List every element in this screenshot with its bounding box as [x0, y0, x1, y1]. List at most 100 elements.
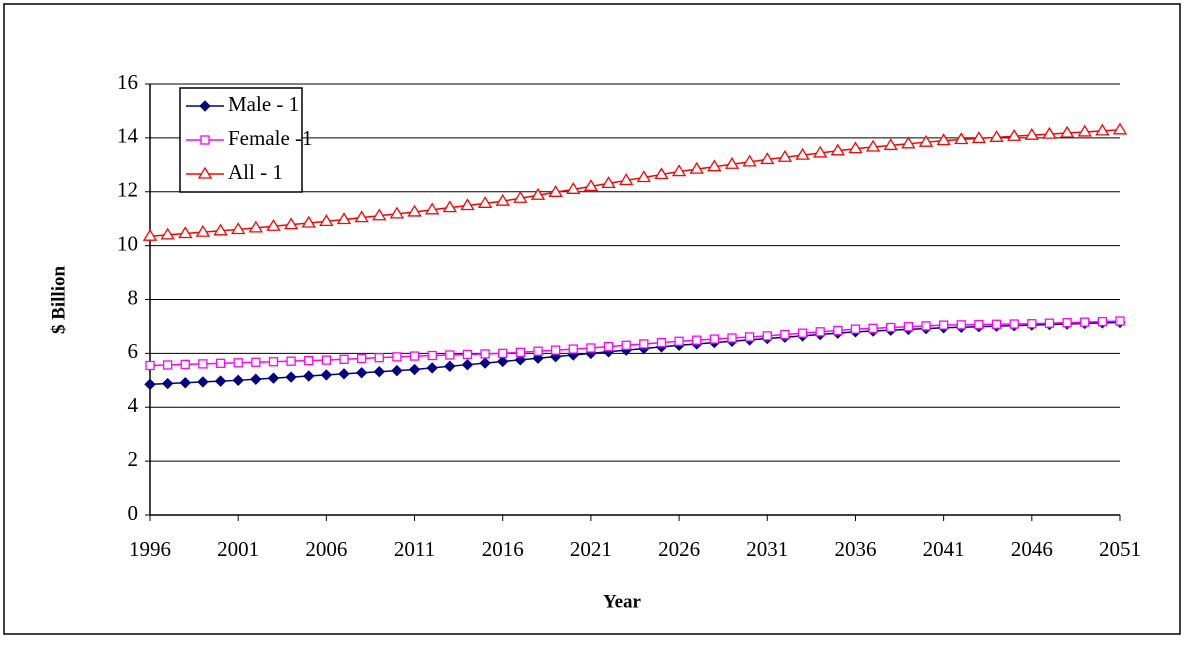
x-tick-label: 2001	[217, 537, 259, 561]
marker	[319, 214, 334, 227]
marker	[1095, 123, 1110, 136]
marker	[639, 339, 649, 349]
marker	[444, 360, 456, 373]
marker	[742, 154, 757, 167]
marker	[815, 327, 825, 337]
marker	[161, 377, 174, 390]
marker	[1115, 316, 1125, 326]
y-tick-label: 10	[117, 231, 138, 255]
y-tick-label: 16	[117, 70, 138, 94]
marker	[513, 190, 528, 203]
marker	[250, 373, 262, 385]
marker	[762, 331, 772, 341]
marker	[830, 143, 845, 156]
legend-marker	[197, 166, 213, 179]
marker	[586, 343, 596, 353]
marker	[407, 204, 422, 217]
marker	[374, 353, 384, 363]
marker	[445, 350, 455, 360]
marker	[707, 159, 722, 172]
marker	[636, 170, 651, 183]
marker	[1077, 124, 1092, 137]
marker	[248, 220, 263, 233]
x-axis-label: Year	[603, 591, 642, 612]
marker	[1062, 318, 1072, 328]
marker	[179, 377, 191, 389]
marker	[198, 359, 208, 369]
marker	[1112, 122, 1128, 135]
marker	[283, 217, 299, 230]
marker	[1024, 127, 1039, 140]
marker	[971, 131, 987, 144]
marker	[355, 367, 368, 379]
marker	[442, 200, 457, 213]
marker	[461, 358, 474, 371]
marker	[286, 356, 296, 366]
marker	[780, 329, 790, 340]
marker	[195, 224, 211, 237]
marker	[214, 375, 227, 387]
legend-marker	[199, 100, 211, 112]
legend-label: Female -1	[228, 126, 313, 150]
marker	[689, 161, 704, 174]
x-tick-label: 2046	[1011, 537, 1053, 561]
marker	[795, 147, 810, 160]
marker	[162, 360, 173, 370]
marker	[497, 355, 509, 368]
y-axis-label: $ Billion	[48, 266, 69, 335]
marker	[654, 167, 669, 180]
marker	[865, 139, 881, 152]
marker	[409, 351, 420, 361]
marker	[304, 355, 314, 366]
marker	[1027, 319, 1037, 329]
y-tick-label: 0	[128, 501, 139, 525]
marker	[1097, 316, 1108, 327]
y-tick-label: 2	[128, 447, 139, 471]
marker	[1007, 128, 1022, 141]
marker	[373, 365, 385, 378]
x-tick-label: 2011	[394, 537, 435, 561]
marker	[603, 341, 614, 352]
marker	[918, 134, 934, 147]
x-tick-label: 2031	[746, 537, 788, 561]
marker	[267, 372, 280, 384]
y-tick-label: 4	[128, 393, 139, 417]
marker	[515, 347, 526, 357]
marker	[301, 215, 316, 228]
x-tick-label: 2006	[305, 537, 347, 561]
marker	[233, 358, 243, 368]
marker	[724, 157, 740, 169]
marker	[372, 208, 387, 221]
marker	[339, 354, 349, 364]
marker	[460, 198, 475, 211]
marker	[656, 337, 667, 348]
marker	[692, 335, 702, 345]
marker	[936, 133, 951, 146]
marker	[231, 222, 246, 235]
marker	[285, 371, 297, 383]
x-tick-label: 2036	[834, 537, 876, 561]
x-tick-label: 1996	[129, 537, 171, 561]
legend-label: Male - 1	[228, 92, 299, 116]
marker	[336, 212, 352, 225]
marker	[850, 324, 861, 334]
marker	[671, 164, 687, 177]
marker	[142, 228, 158, 241]
marker	[197, 376, 209, 388]
marker	[548, 185, 563, 197]
marker	[160, 227, 175, 240]
marker	[498, 348, 508, 359]
y-tick-label: 12	[117, 178, 138, 202]
marker	[480, 349, 490, 359]
marker	[479, 357, 491, 369]
marker	[391, 364, 403, 377]
marker	[621, 340, 631, 350]
y-tick-label: 8	[128, 285, 139, 309]
marker	[974, 319, 984, 330]
marker	[303, 370, 315, 382]
marker	[338, 368, 350, 380]
marker	[427, 350, 437, 361]
marker	[777, 150, 793, 162]
marker	[320, 369, 333, 381]
